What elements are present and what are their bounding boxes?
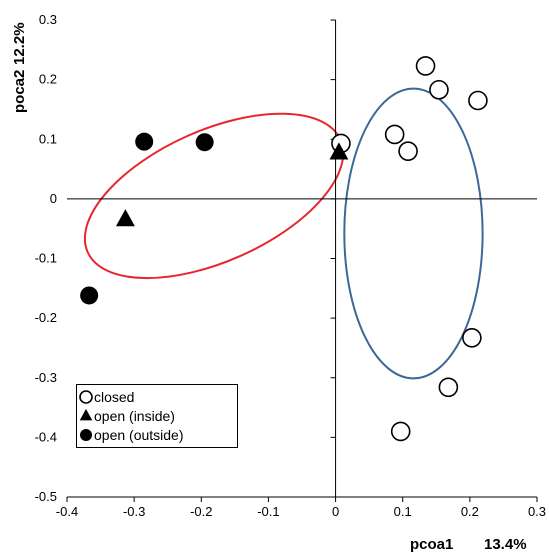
x-tick-label: -0.1 <box>257 504 279 519</box>
point-filled-circle <box>80 286 99 305</box>
point-open-circle <box>429 79 449 100</box>
point-open-circle <box>398 141 418 161</box>
ellipse-open <box>83 112 345 280</box>
point-open-circle <box>468 90 488 111</box>
legend-marker-filled-triangle <box>79 408 93 420</box>
legend-label: open (outside) <box>94 426 184 443</box>
y-tick-label: -0.5 <box>35 489 57 504</box>
y-axis-percent: 12.2% <box>11 22 28 65</box>
point-open-circle <box>415 56 436 76</box>
y-tick-label: -0.4 <box>35 429 57 444</box>
legend-label: open (inside) <box>94 407 175 424</box>
legend-marker-open-circle <box>79 389 93 404</box>
y-tick-label: -0.2 <box>35 310 57 325</box>
x-tick-label: 0 <box>332 504 339 519</box>
y-tick-label: -0.1 <box>35 251 57 266</box>
legend-item: open (inside) <box>79 406 237 425</box>
legend-item: open (outside) <box>79 425 237 444</box>
y-axis-title: poca2 <box>11 70 28 113</box>
axes: -0.4 -0.3 -0.2 -0.1 0 0.1 0.2 0.3 0.3 0.2 0.1 0 -0.1… <box>35 12 546 519</box>
y-tick-label: 0.3 <box>39 12 57 27</box>
point-filled-triangle <box>329 142 349 160</box>
y-tick-label: 0.1 <box>39 131 57 146</box>
x-tick-label: 0.3 <box>528 504 546 519</box>
data-points <box>80 56 488 442</box>
y-tick-label: 0 <box>50 191 57 206</box>
y-tick-label: -0.3 <box>35 370 57 385</box>
ellipse-layer <box>83 87 484 380</box>
point-open-circle <box>438 377 459 398</box>
legend-marker-filled-circle <box>80 428 92 441</box>
legend-marker-shape <box>80 428 92 441</box>
legend-label: closed <box>94 388 135 405</box>
x-axis-percent: 13.4% <box>484 536 527 553</box>
point-filled-triangle <box>115 209 135 227</box>
x-tick-label: -0.2 <box>190 504 212 519</box>
y-tick-label: 0.2 <box>39 72 57 87</box>
x-tick-label: -0.4 <box>56 504 78 519</box>
x-tick-label: -0.3 <box>123 504 145 519</box>
point-filled-circle <box>195 133 214 152</box>
point-open-circle <box>384 124 405 145</box>
point-filled-circle <box>135 132 154 151</box>
legend-marker-shape <box>79 408 93 420</box>
point-open-circle <box>390 421 411 442</box>
x-tick-label: 0.1 <box>394 504 412 519</box>
legend: closed open (inside) open (outside) <box>76 384 238 448</box>
ellipse-closed <box>343 87 484 380</box>
x-tick-label: 0.2 <box>461 504 479 519</box>
x-axis-title: pcoa1 <box>410 536 453 553</box>
legend-marker-shape <box>79 389 93 404</box>
point-open-circle <box>462 328 482 348</box>
legend-item: closed <box>79 387 237 406</box>
